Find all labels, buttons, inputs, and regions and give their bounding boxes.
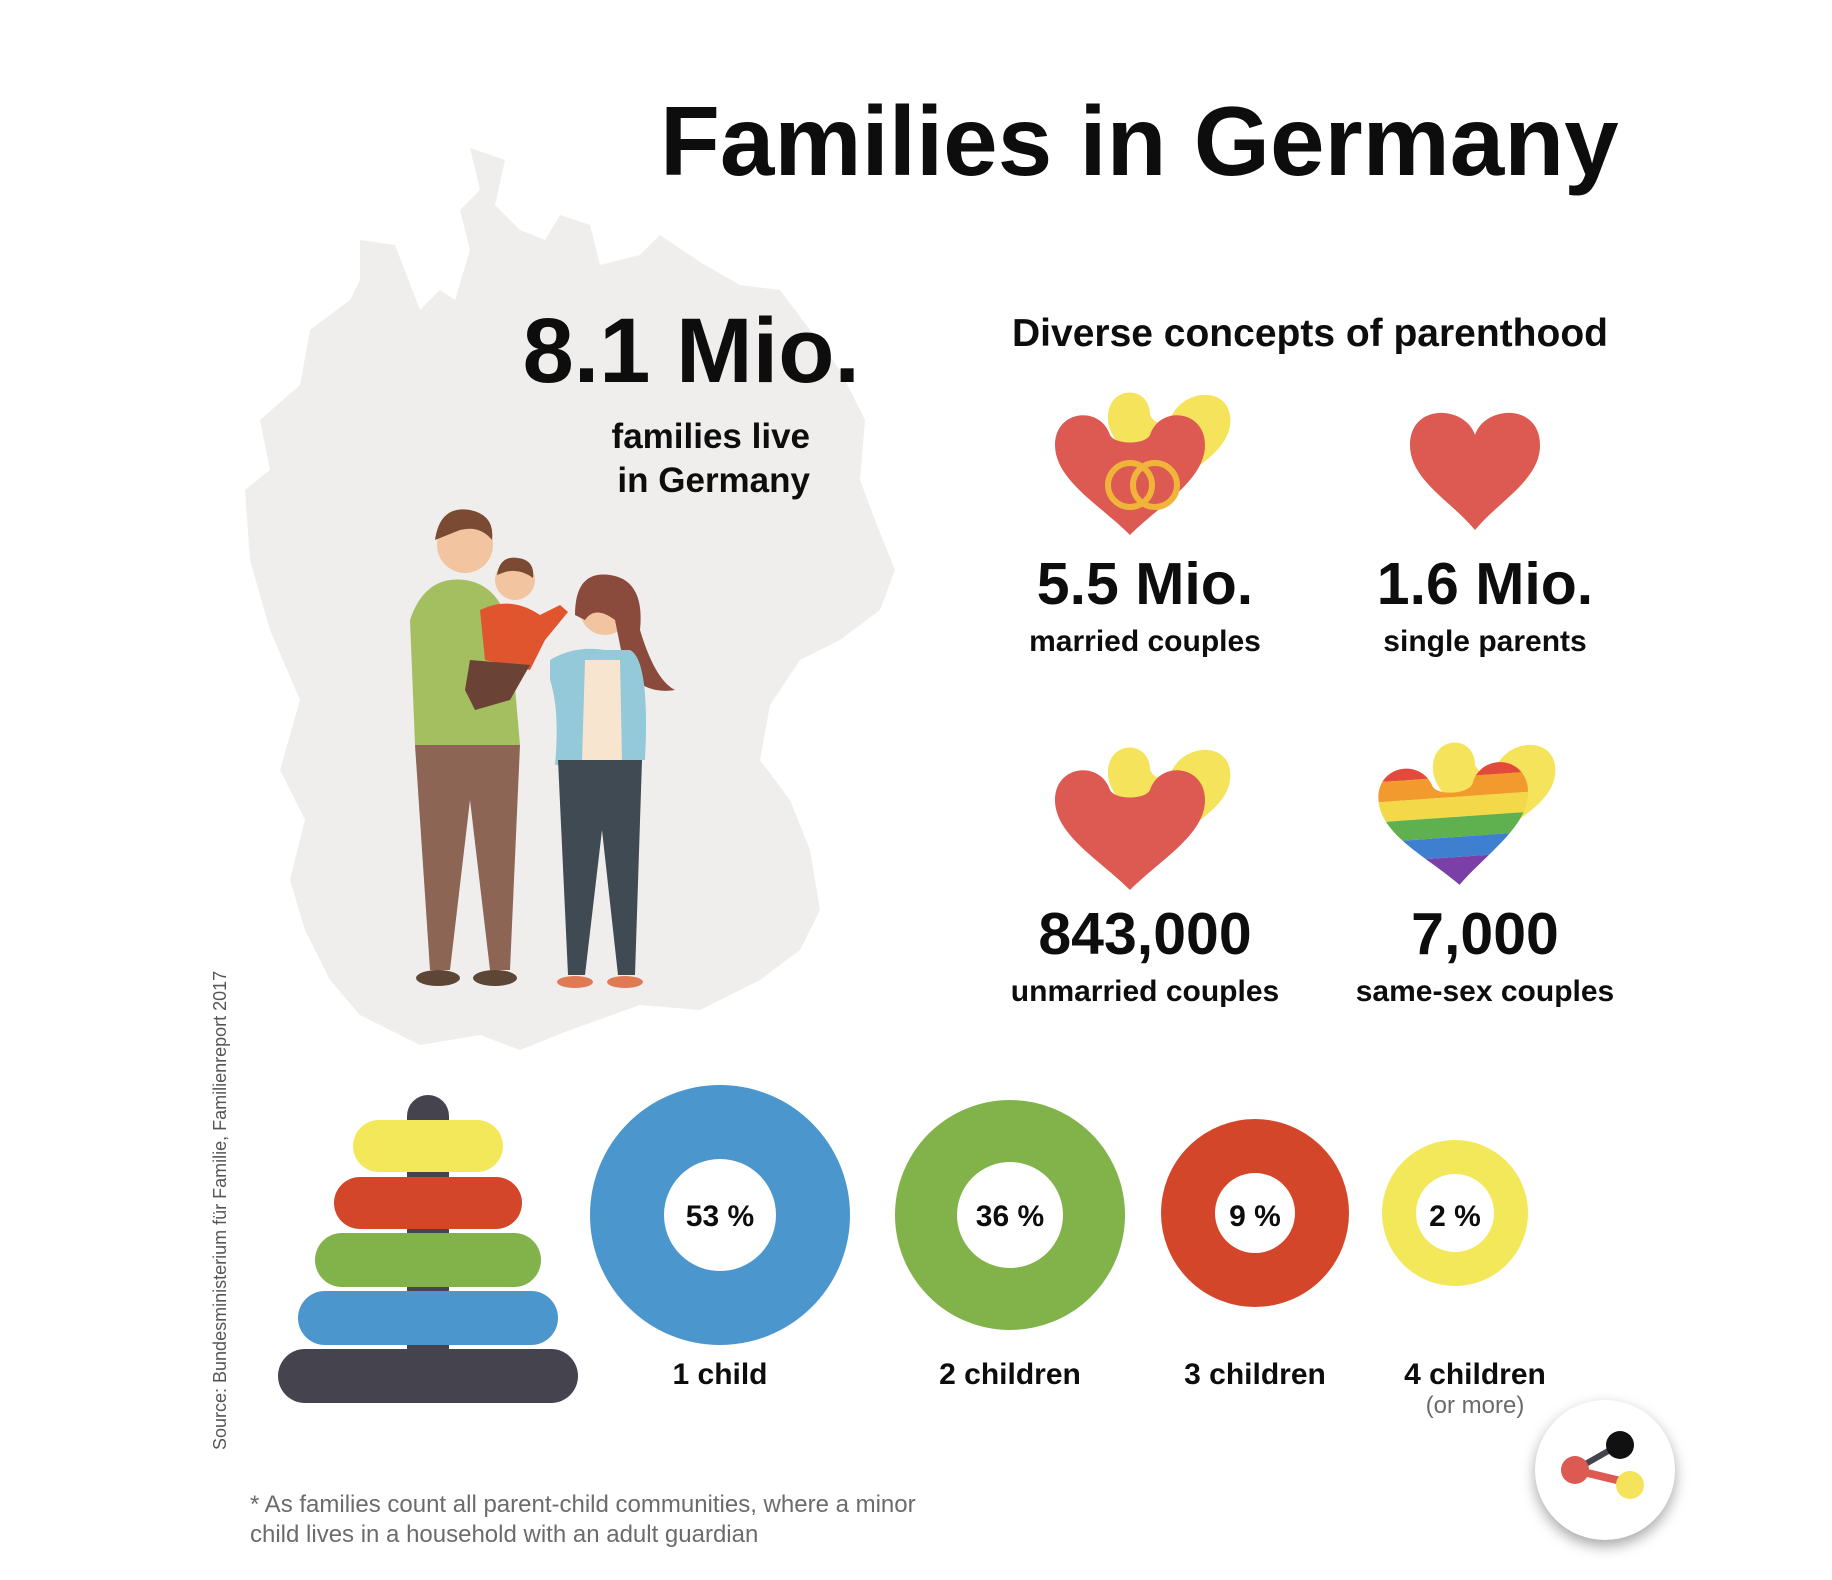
stat-label-married: married couples — [1029, 625, 1261, 658]
donut-1-child-percent: 53 % — [685, 1200, 755, 1233]
donut-1-child — [590, 1085, 850, 1345]
donut-3-children-percent: 9 % — [1229, 1200, 1281, 1233]
stat-label-single: single parents — [1383, 625, 1587, 658]
stat-value-married: 5.5 Mio. — [1036, 551, 1254, 617]
families-count-label: families live in Germany — [560, 415, 810, 503]
source-note: Source: Bundesministerium für Familie, F… — [210, 970, 230, 1450]
stat-label-unmarried: unmarried couples — [1010, 975, 1280, 1008]
section-title: Diverse concepts of parenthood — [1012, 312, 1608, 355]
stacking-rings-toy-icon — [278, 1095, 578, 1403]
stat-value-unmarried: 843,000 — [1038, 901, 1252, 967]
donut-3-children — [1161, 1119, 1349, 1307]
donut-2-children — [895, 1100, 1125, 1330]
stat-label-same-sex: same-sex couples — [1355, 975, 1615, 1008]
donut-4-children-label: 4 children — [1404, 1358, 1546, 1391]
footnote-line2: child lives in a household with an adult… — [250, 1521, 759, 1548]
donut-4-children-sublabel: (or more) — [1425, 1392, 1525, 1419]
heart-icon — [1410, 412, 1540, 530]
donut-1-child-label: 1 child — [672, 1358, 768, 1391]
footnote: * As families count all parent-child com… — [250, 1490, 1070, 1550]
double-heart-icon — [1055, 747, 1231, 890]
families-count-label-line1: families live — [611, 417, 810, 456]
donut-2-children-label: 2 children — [939, 1358, 1081, 1391]
families-count-label-line2: in Germany — [617, 460, 810, 500]
families-count: 8.1 Mio. — [522, 300, 860, 402]
rainbow-heart-icon — [1376, 742, 1556, 891]
rings-hearts-icon — [1055, 392, 1231, 535]
donut-4-children-percent: 2 % — [1429, 1200, 1481, 1233]
donut-2-children-percent: 36 % — [975, 1200, 1045, 1233]
family-illustration — [410, 509, 675, 988]
page-title: Families in Germany — [660, 86, 1619, 196]
stat-value-same-sex: 7,000 — [1411, 901, 1559, 967]
donut-3-children-label: 3 children — [1184, 1358, 1326, 1391]
brand-logo-icon — [1561, 1431, 1644, 1499]
stat-value-single: 1.6 Mio. — [1376, 551, 1594, 617]
footnote-line1: * As families count all parent-child com… — [250, 1491, 916, 1518]
donut-4-children — [1382, 1140, 1528, 1286]
logo-badge — [1535, 1400, 1675, 1540]
